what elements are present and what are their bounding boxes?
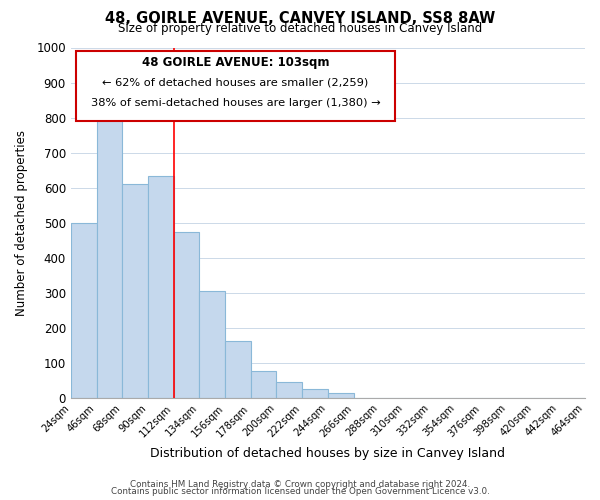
Text: Contains public sector information licensed under the Open Government Licence v3: Contains public sector information licen… [110,487,490,496]
Y-axis label: Number of detached properties: Number of detached properties [15,130,28,316]
Text: Contains HM Land Registry data © Crown copyright and database right 2024.: Contains HM Land Registry data © Crown c… [130,480,470,489]
Bar [71,223,97,398]
Bar [122,184,148,398]
Text: 48 GOIRLE AVENUE: 103sqm: 48 GOIRLE AVENUE: 103sqm [142,56,329,70]
Text: ← 62% of detached houses are smaller (2,259): ← 62% of detached houses are smaller (2,… [102,78,368,88]
Bar [251,371,277,398]
Bar [97,118,122,398]
X-axis label: Distribution of detached houses by size in Canvey Island: Distribution of detached houses by size … [151,447,505,460]
Bar [277,382,302,398]
Bar [225,342,251,398]
Bar [148,176,173,398]
Bar [302,390,328,398]
Text: 38% of semi-detached houses are larger (1,380) →: 38% of semi-detached houses are larger (… [91,98,380,108]
FancyBboxPatch shape [76,51,395,121]
Bar [199,291,225,398]
Bar [173,232,199,398]
Text: 48, GOIRLE AVENUE, CANVEY ISLAND, SS8 8AW: 48, GOIRLE AVENUE, CANVEY ISLAND, SS8 8A… [105,11,495,26]
Bar [328,393,353,398]
Text: Size of property relative to detached houses in Canvey Island: Size of property relative to detached ho… [118,22,482,35]
